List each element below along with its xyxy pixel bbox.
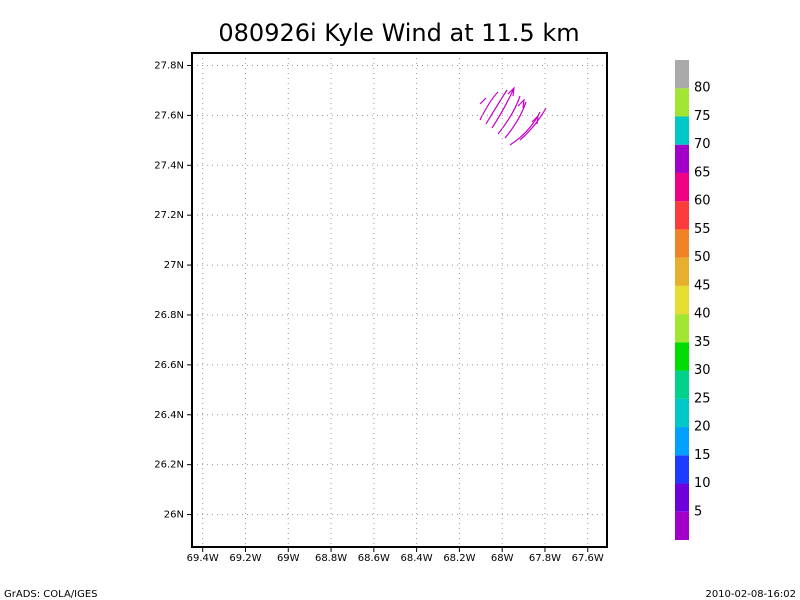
- streamline: [519, 107, 547, 141]
- x-tick-label: 69.2W: [229, 553, 261, 564]
- colorbar-label: 80: [694, 81, 711, 96]
- colorbar-swatch: [675, 60, 689, 89]
- streamline: [485, 89, 508, 125]
- colorbar-swatch: [675, 398, 689, 428]
- colorbar-swatch: [675, 455, 689, 484]
- colorbar-label: 45: [694, 278, 711, 293]
- streamline: [479, 91, 499, 121]
- y-tick-label: 26.8N: [154, 310, 184, 321]
- colorbar-swatch: [675, 201, 689, 230]
- colorbar-swatch: [675, 511, 689, 540]
- x-tick-label: 68.2W: [443, 553, 475, 564]
- y-tick-label: 27.8N: [154, 60, 184, 71]
- colorbar-swatch: [675, 370, 689, 399]
- chart-title: 080926i Kyle Wind at 11.5 km: [218, 19, 579, 47]
- colorbar-swatch: [675, 116, 689, 145]
- y-tick-label: 27N: [164, 260, 184, 271]
- colorbar-label: 30: [694, 363, 711, 378]
- colorbar-label: 60: [694, 194, 711, 209]
- plot-frame: [191, 52, 608, 548]
- y-tick-label: 26.6N: [154, 360, 184, 371]
- colorbar-swatch: [675, 285, 689, 315]
- streamline: [479, 97, 487, 105]
- x-tick-label: 69W: [277, 553, 300, 564]
- colorbar-label: 35: [694, 335, 711, 350]
- colorbar-label: 15: [694, 448, 711, 463]
- colorbar-label: 10: [694, 476, 711, 491]
- colorbar-swatch: [675, 342, 689, 371]
- x-tick-label: 69.4W: [187, 553, 219, 564]
- footer-left: GrADS: COLA/IGES: [4, 589, 98, 600]
- colorbar-swatch: [675, 427, 689, 456]
- colorbar-label: 5: [694, 504, 702, 519]
- x-tick-label: 68.8W: [315, 553, 347, 564]
- streamline: [497, 95, 521, 135]
- x-tick-label: 68W: [491, 553, 514, 564]
- colorbar-label: 50: [694, 250, 711, 265]
- x-tick-label: 67.6W: [572, 553, 604, 564]
- colorbar-label: 70: [694, 137, 711, 152]
- streamline: [491, 87, 515, 129]
- y-tick-label: 27.2N: [154, 210, 184, 221]
- colorbar-swatch: [675, 229, 689, 258]
- arrowhead: [507, 86, 539, 125]
- y-tick-label: 26.2N: [154, 460, 184, 471]
- y-tick-label: 26.4N: [154, 410, 184, 421]
- colorbar-label: 25: [694, 391, 711, 406]
- colorbar-label: 40: [694, 307, 711, 322]
- colorbar-swatch: [675, 172, 689, 202]
- colorbar-swatch: [675, 88, 689, 117]
- y-tick-label: 27.6N: [154, 110, 184, 121]
- colorbar-label: 20: [694, 420, 711, 435]
- colorbar-swatch: [675, 257, 689, 286]
- streamline: [504, 101, 527, 139]
- colorbar-swatch: [675, 483, 689, 512]
- y-tick-label: 27.4N: [154, 160, 184, 171]
- colorbar-label: 55: [694, 222, 711, 237]
- colorbar-label: 65: [694, 165, 711, 180]
- colorbar-label: 75: [694, 109, 711, 124]
- x-tick-label: 68.6W: [358, 553, 390, 564]
- x-tick-label: 67.8W: [529, 553, 561, 564]
- y-tick-label: 26N: [164, 510, 184, 521]
- x-tick-label: 68.4W: [401, 553, 433, 564]
- streamlines: [479, 86, 547, 146]
- footer-right: 2010-02-08-16:02: [705, 589, 796, 600]
- colorbar-swatch: [675, 144, 689, 173]
- colorbar-swatch: [675, 314, 689, 343]
